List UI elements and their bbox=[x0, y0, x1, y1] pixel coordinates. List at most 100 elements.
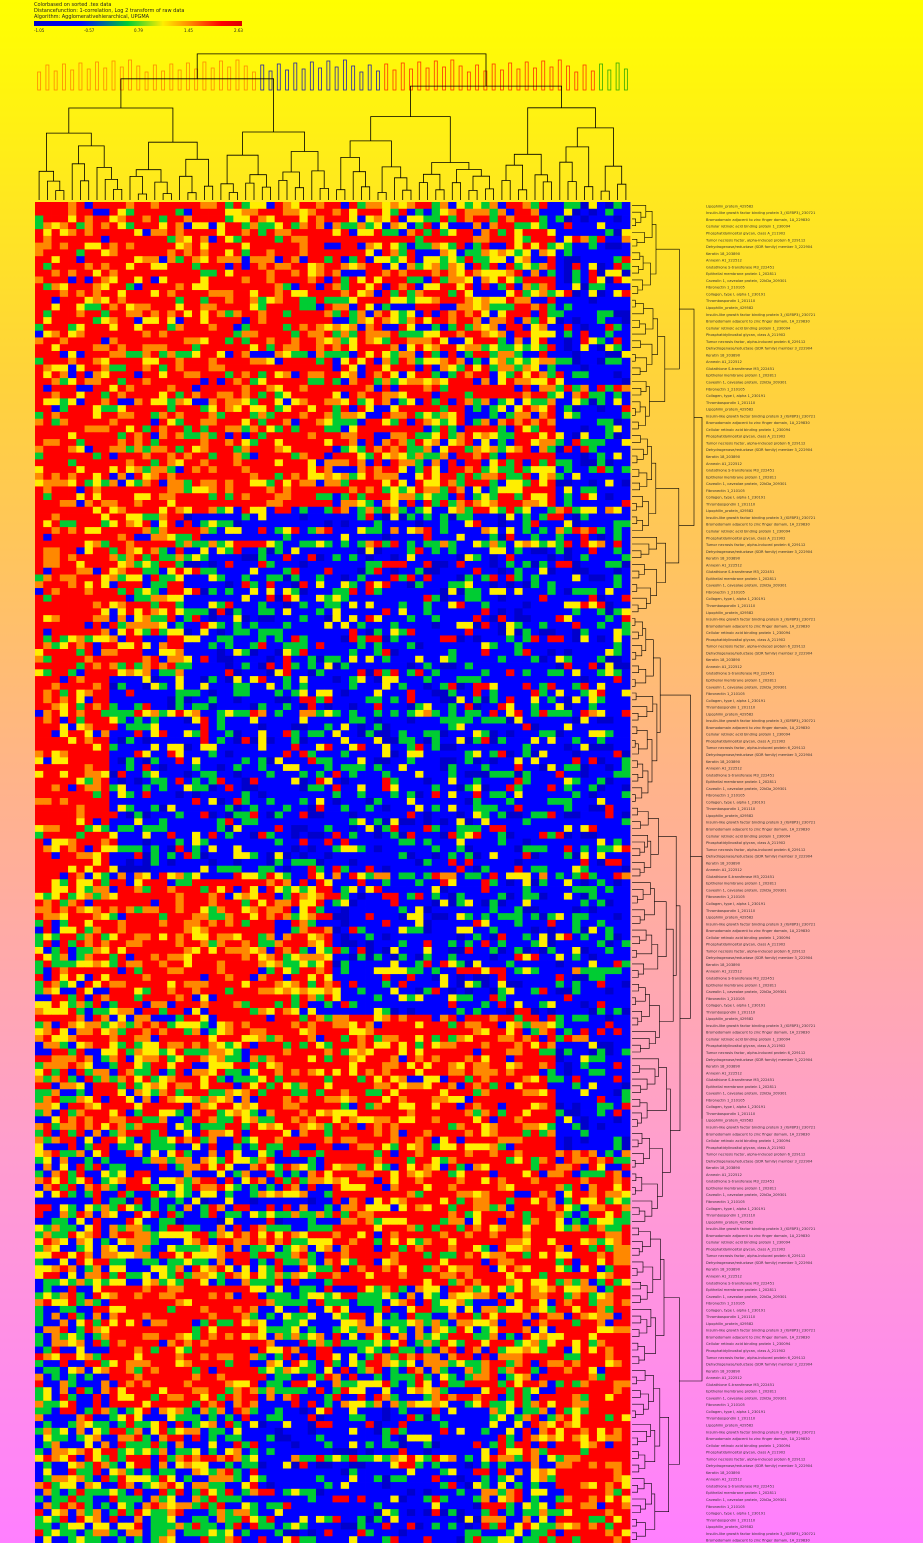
heatmap-cell bbox=[456, 323, 466, 332]
heatmap-cell bbox=[522, 513, 532, 521]
heatmap-cell bbox=[547, 317, 557, 325]
heatmap-cell bbox=[613, 581, 623, 589]
heatmap-cell bbox=[282, 364, 292, 372]
heatmap-cell bbox=[125, 500, 135, 508]
heatmap-cell bbox=[68, 411, 77, 420]
heatmap-cell bbox=[555, 601, 565, 609]
heatmap-cell bbox=[514, 269, 523, 277]
heatmap-cell bbox=[299, 466, 309, 474]
heatmap-cell bbox=[299, 533, 309, 542]
heatmap-cell bbox=[588, 310, 598, 318]
heatmap-cell bbox=[580, 235, 590, 244]
heatmap-cell bbox=[117, 249, 127, 257]
heatmap-cell bbox=[274, 533, 284, 542]
heatmap-cell bbox=[282, 560, 292, 569]
heatmap-cell bbox=[332, 513, 342, 521]
heatmap-cell bbox=[621, 323, 631, 332]
heatmap-cell bbox=[200, 466, 209, 474]
heatmap-cell bbox=[249, 439, 259, 447]
heatmap-cell bbox=[299, 560, 309, 569]
heatmap-cell bbox=[456, 364, 466, 372]
heatmap-cell bbox=[216, 364, 226, 372]
heatmap-cell bbox=[315, 527, 325, 535]
heatmap-cell bbox=[35, 649, 44, 657]
heatmap-cell bbox=[43, 608, 52, 616]
heatmap-cell bbox=[580, 411, 590, 420]
heatmap-cell bbox=[340, 215, 350, 223]
heatmap-cell bbox=[439, 378, 449, 386]
heatmap-cell bbox=[134, 581, 143, 589]
heatmap-cell bbox=[415, 581, 424, 589]
heatmap-cell bbox=[605, 371, 614, 379]
heatmap-cell bbox=[324, 588, 333, 596]
heatmap-cell bbox=[150, 229, 160, 237]
heatmap-cell bbox=[183, 344, 193, 352]
heatmap-cell bbox=[101, 364, 110, 372]
heatmap-cell bbox=[398, 276, 408, 284]
heatmap-cell bbox=[117, 344, 127, 352]
heatmap-cell bbox=[332, 418, 342, 426]
heatmap-cell bbox=[315, 649, 325, 657]
heatmap-cell bbox=[167, 378, 176, 386]
heatmap-cell bbox=[76, 486, 85, 494]
heatmap-cell bbox=[415, 479, 424, 487]
heatmap-cell bbox=[216, 486, 226, 494]
heatmap-cell bbox=[167, 371, 176, 379]
heatmap-cell bbox=[448, 554, 457, 562]
heatmap-cell bbox=[167, 472, 176, 481]
heatmap-cell bbox=[464, 432, 474, 440]
heatmap-cell bbox=[208, 506, 218, 514]
heatmap-cell bbox=[539, 560, 548, 569]
heatmap-cell bbox=[233, 262, 242, 271]
heatmap-cell bbox=[315, 520, 325, 528]
heatmap-cell bbox=[580, 283, 590, 291]
heatmap-cell bbox=[448, 540, 457, 548]
heatmap-cell bbox=[109, 486, 119, 494]
heatmap-cell bbox=[547, 202, 557, 210]
heatmap-cell bbox=[555, 581, 565, 589]
heatmap-cell bbox=[68, 554, 77, 562]
heatmap-cell bbox=[588, 290, 598, 298]
heatmap-cell bbox=[514, 378, 523, 386]
heatmap-cell bbox=[456, 520, 466, 528]
heatmap-cell bbox=[35, 384, 44, 393]
heatmap-cell bbox=[357, 642, 366, 650]
heatmap-cell bbox=[200, 411, 209, 420]
heatmap-cell bbox=[481, 479, 490, 487]
heatmap-cell bbox=[59, 235, 69, 244]
heatmap-cell bbox=[605, 215, 614, 223]
heatmap-cell bbox=[365, 445, 375, 453]
heatmap-cell bbox=[68, 208, 77, 216]
heatmap-cell bbox=[439, 621, 449, 630]
heatmap-cell bbox=[324, 371, 333, 379]
heatmap-cell bbox=[349, 371, 358, 379]
heatmap-cell bbox=[35, 479, 44, 487]
heatmap-cell bbox=[423, 411, 433, 420]
heatmap-cell bbox=[580, 269, 590, 277]
heatmap-cell bbox=[134, 310, 143, 318]
heatmap-cell bbox=[299, 384, 309, 393]
heatmap-cell bbox=[481, 588, 490, 596]
heatmap-cell bbox=[92, 262, 102, 271]
heatmap-cell bbox=[158, 500, 168, 508]
heatmap-cell bbox=[266, 439, 276, 447]
heatmap-cell bbox=[605, 588, 614, 596]
heatmap-cell bbox=[456, 357, 466, 365]
heatmap-cell bbox=[183, 574, 193, 582]
heatmap-cell bbox=[249, 202, 259, 210]
heatmap-cell bbox=[282, 588, 292, 596]
heatmap-cell bbox=[481, 310, 490, 318]
heatmap-cell bbox=[324, 249, 333, 257]
heatmap-cell bbox=[481, 276, 490, 284]
heatmap-cell bbox=[439, 384, 449, 393]
heatmap-cell bbox=[340, 527, 350, 535]
heatmap-cell bbox=[59, 581, 69, 589]
heatmap-cell bbox=[382, 642, 391, 650]
heatmap-cell bbox=[324, 296, 333, 304]
heatmap-cell bbox=[588, 567, 598, 575]
heatmap-cell bbox=[382, 574, 391, 582]
heatmap-cell bbox=[324, 432, 333, 440]
heatmap-cell bbox=[547, 208, 557, 216]
heatmap-cell bbox=[134, 269, 143, 277]
heatmap-cell bbox=[506, 371, 515, 379]
